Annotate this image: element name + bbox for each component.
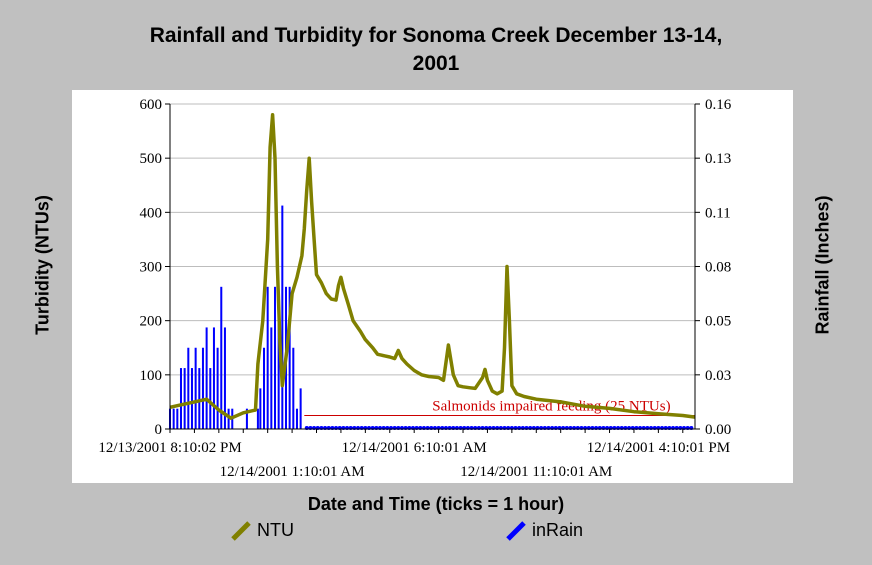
reference-line-label: Salmonids impaired feeding (25 NTUs)	[432, 398, 670, 414]
x-axis-label: Date and Time (ticks = 1 hour)	[307, 494, 565, 514]
rain-bar-1	[172, 408, 175, 429]
rain-bar-34	[292, 347, 295, 429]
right-tick-label-6: 0.16	[705, 97, 732, 113]
rain-bar-6	[190, 368, 193, 429]
rain-bars	[168, 205, 694, 430]
rain-bar-27	[266, 286, 269, 429]
ntu-series	[169, 113, 696, 420]
left-tick-label-5: 500	[140, 151, 163, 167]
rain-bar-3	[179, 368, 182, 429]
x-tick-label-3: 12/14/2001 11:10:01 AM	[460, 464, 612, 480]
rain-bar-14	[220, 286, 223, 429]
left-tick-label-0: 0	[155, 422, 163, 438]
right-tick-label-2: 0.05	[705, 314, 731, 330]
rain-bar-12	[212, 327, 215, 429]
right-tick-label-5: 0.13	[705, 151, 731, 167]
rain-bar-36	[299, 388, 302, 429]
rain-bar-21	[245, 408, 248, 429]
ntu-line	[169, 113, 696, 420]
x-tick-label-0: 12/13/2001 8:10:02 PM	[98, 440, 241, 456]
rain-bar-24	[256, 408, 259, 429]
legend-item-inrain: inRain	[505, 520, 583, 542]
left-tick-label-3: 300	[140, 260, 163, 276]
chart-title-line1: Rainfall and Turbidity for Sonoma Creek …	[149, 24, 723, 47]
right-tick-label-1: 0.03	[705, 368, 731, 384]
right-tick-label-0: 0.00	[705, 422, 731, 438]
rain-bar-11	[209, 368, 212, 429]
rain-bar-2	[176, 408, 179, 429]
x-tick-label-4: 12/14/2001 4:10:01 PM	[587, 440, 730, 456]
x-tick-label-1: 12/14/2001 1:10:01 AM	[220, 464, 365, 480]
rain-bar-8	[198, 368, 201, 429]
rain-bar-9	[201, 347, 204, 429]
legend-item-ntu: NTU	[230, 520, 294, 542]
rain-bar-31	[281, 205, 284, 429]
rain-bar-10	[205, 327, 208, 429]
rain-bar-30	[277, 307, 280, 429]
x-tick-label-2: 12/14/2001 6:10:01 AM	[342, 440, 487, 456]
axes	[165, 103, 700, 433]
rain-bar-29	[273, 286, 277, 429]
legend-label-inrain: inRain	[532, 520, 584, 540]
rain-bar-4	[183, 368, 186, 429]
rain-bar-26	[263, 347, 266, 429]
chart-title-line2: 2001	[412, 52, 460, 75]
rain-bar-33	[288, 286, 291, 429]
reference-line-group: Salmonids impaired feeding (25 NTUs)	[304, 398, 695, 416]
gridlines	[170, 103, 695, 430]
left-tick-label-2: 200	[140, 314, 163, 330]
rain-bar-16	[227, 408, 230, 429]
right-tick-label-4: 0.11	[705, 205, 731, 221]
rain-bar-25	[259, 388, 262, 429]
left-tick-label-4: 400	[140, 205, 163, 221]
rain-bar-7	[194, 347, 197, 429]
right-tick-label-3: 0.08	[705, 260, 731, 276]
left-tick-label-6: 600	[140, 97, 163, 113]
inrain-legend-swatch	[506, 521, 526, 542]
rain-bar-15	[223, 327, 226, 429]
ntu-legend-swatch	[231, 521, 251, 542]
legend-label-ntu: NTU	[257, 520, 295, 540]
tick-labels: 0 0.00 100 0.03 200 0.05 300 0.08 400 0.11 500 0.13…	[98, 97, 731, 480]
rain-bar-28	[270, 327, 273, 429]
left-tick-label-1: 100	[140, 368, 163, 384]
rain-bar-35	[295, 408, 298, 429]
rain-bar-13	[216, 347, 219, 429]
rain-bar-5	[187, 347, 190, 429]
